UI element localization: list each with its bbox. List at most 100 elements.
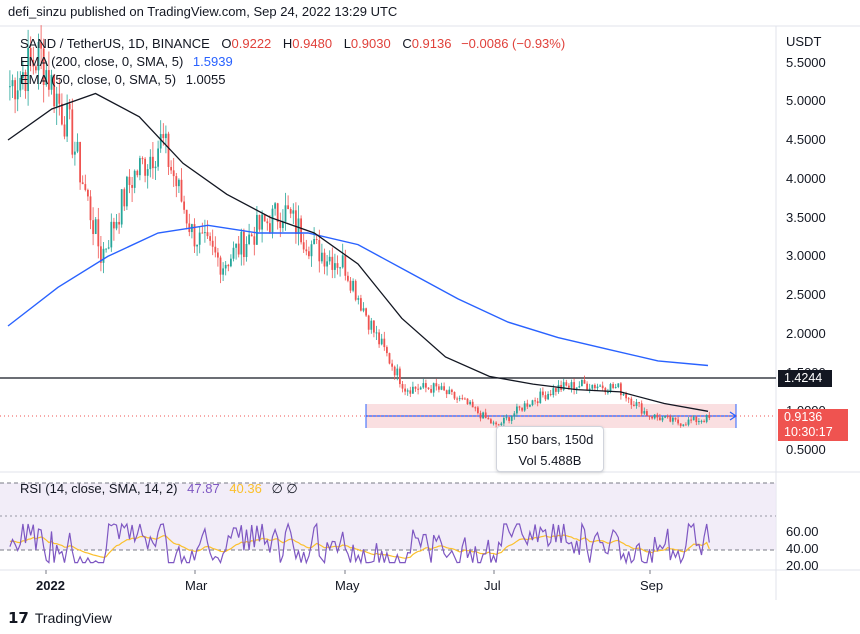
candle-body: [401, 384, 404, 389]
rsi-value: 47.87: [187, 481, 220, 496]
candle-body: [157, 148, 159, 167]
candle-body: [440, 386, 443, 390]
candle-body: [180, 179, 183, 202]
candle-body: [531, 400, 534, 406]
candle-body: [570, 382, 573, 388]
change-value: −0.0086 (−0.93%): [461, 36, 566, 51]
ema200-legend[interactable]: EMA (200, close, 0, SMA, 5) 1.5939: [20, 54, 233, 69]
candle-body: [66, 103, 68, 137]
time-tick-label: Mar: [185, 578, 208, 593]
candle-body: [48, 70, 50, 90]
price-tick-label: 0.5000: [786, 442, 826, 457]
tradingview-logo[interactable]: 𝟭𝟳 TradingView: [8, 609, 112, 627]
candle-body: [471, 401, 474, 408]
close-label: C: [402, 36, 412, 51]
candle-body: [386, 347, 388, 354]
candle-body: [588, 388, 591, 390]
candle-body: [373, 320, 375, 333]
candle-body: [617, 383, 620, 388]
candle-body: [578, 386, 581, 388]
candle-body: [622, 393, 625, 396]
candle-body: [669, 416, 672, 422]
rsi-sma-line: [9, 534, 710, 559]
candle-body: [42, 48, 45, 86]
candle-body: [640, 403, 643, 414]
candle-body: [552, 388, 555, 396]
candle-body: [505, 417, 508, 419]
candle-body: [94, 219, 97, 235]
candle-body: [685, 424, 687, 426]
candle-body: [287, 205, 289, 210]
candle-body: [68, 103, 71, 110]
candle-body: [61, 103, 63, 125]
candle-body: [461, 398, 464, 400]
candle-body: [295, 210, 297, 234]
candle-body: [9, 86, 11, 88]
candle-body: [648, 415, 651, 417]
candle-body: [370, 320, 373, 330]
candle-body: [331, 256, 334, 270]
measure-volume: Vol 5.488B: [518, 453, 582, 468]
candle-body: [258, 214, 261, 230]
candle-body: [508, 417, 510, 421]
ema50-legend[interactable]: EMA (50, close, 0, SMA, 5) 1.0055: [20, 72, 225, 87]
candle-body: [451, 389, 453, 393]
brand-label: TradingView: [34, 610, 112, 626]
close-value: 0.9136: [411, 36, 452, 51]
symbol-legend[interactable]: SAND / TetherUS, 1D, BINANCE O0.9222 H0.…: [20, 36, 565, 51]
candle-body: [477, 407, 479, 414]
ema200-value: 1.5939: [192, 54, 233, 69]
candle-body: [352, 280, 354, 291]
price-tick-label: 3.0000: [786, 248, 826, 264]
candle-body: [464, 398, 466, 400]
candle-body: [568, 385, 570, 388]
candle-body: [84, 184, 87, 190]
main-chart[interactable]: [0, 0, 860, 605]
candle-body: [263, 214, 266, 222]
candle-body: [271, 208, 274, 233]
candle-body: [120, 189, 123, 225]
rsi-legend[interactable]: RSI (14, close, SMA, 14, 2) 47.87 40.36 …: [20, 481, 298, 497]
price-tick-label: 3.5000: [786, 209, 826, 225]
candle-body: [165, 133, 167, 139]
time-tick-label: Sep: [640, 578, 664, 593]
candle-body: [516, 406, 518, 414]
candle-body: [206, 232, 209, 237]
candle-body: [102, 248, 105, 263]
candle-body: [315, 239, 318, 241]
candle-body: [339, 267, 341, 269]
candle-body: [497, 424, 500, 426]
candle-body: [232, 247, 235, 259]
candle-body: [536, 401, 539, 404]
candle-body: [71, 109, 74, 155]
candle-body: [326, 261, 328, 267]
candle-body: [378, 332, 380, 345]
candle-body: [167, 133, 170, 167]
candle-body: [393, 366, 396, 376]
candle-body: [614, 387, 617, 389]
candle-body: [609, 384, 612, 393]
candle-body: [253, 236, 256, 245]
candle-body: [427, 387, 430, 389]
low-value: 0.9030: [350, 36, 391, 51]
candle-body: [643, 411, 646, 414]
countdown-value: 10:30:17: [784, 425, 833, 439]
candle-body: [11, 80, 14, 87]
candle-body: [391, 363, 393, 367]
candle-body: [432, 383, 435, 393]
candle-body: [282, 221, 284, 229]
low-label: L: [343, 36, 351, 51]
candle-body: [107, 247, 110, 249]
candle-body: [196, 244, 198, 247]
candle-body: [700, 420, 703, 422]
candle-body: [193, 224, 196, 247]
candle-body: [245, 243, 248, 258]
candle-body: [443, 386, 445, 391]
candle-body: [555, 388, 557, 392]
candle-body: [14, 80, 16, 100]
candle-body: [469, 401, 471, 405]
candle-body: [544, 395, 547, 400]
candle-body: [599, 385, 601, 387]
rsi-sma-value: 40.36: [229, 481, 262, 496]
rsi-line: [9, 521, 710, 565]
